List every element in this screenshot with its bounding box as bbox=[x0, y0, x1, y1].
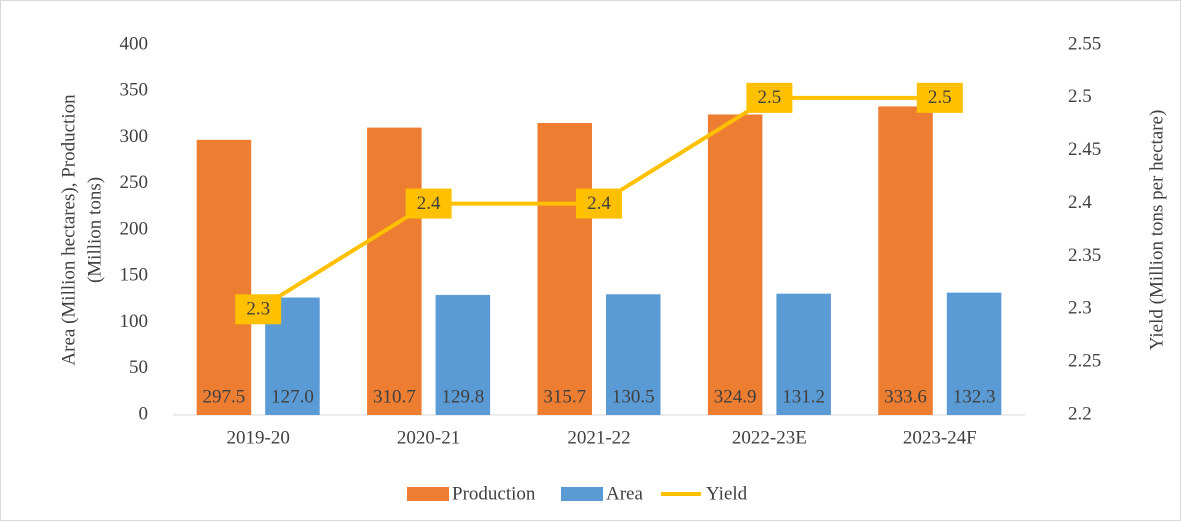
y-tick-label: 400 bbox=[120, 33, 149, 54]
y2-tick-label: 2.35 bbox=[1068, 245, 1101, 266]
bar bbox=[606, 294, 661, 415]
bar bbox=[946, 292, 1002, 415]
data-label-box bbox=[576, 188, 622, 219]
data-label: 315.7 bbox=[543, 386, 586, 407]
data-label: 2.3 bbox=[246, 299, 270, 320]
data-label: 2.5 bbox=[758, 87, 782, 108]
y-axis-title: (Million tons) bbox=[84, 177, 105, 283]
y2-axis-title: Yield (Million tons per hectare) bbox=[1146, 110, 1167, 351]
y-tick-label: 300 bbox=[120, 126, 149, 147]
data-label: 333.6 bbox=[884, 386, 927, 407]
y-tick-label: 150 bbox=[120, 265, 149, 286]
legend-label: Area bbox=[606, 483, 643, 504]
y2-tick-label: 2.55 bbox=[1068, 33, 1101, 54]
data-label: 2.5 bbox=[928, 87, 952, 108]
data-label: 132.3 bbox=[953, 386, 996, 407]
data-label: 2.4 bbox=[417, 193, 441, 214]
y-axis-title: Area (Million hectares), Production bbox=[58, 94, 79, 366]
bar bbox=[707, 114, 763, 415]
data-label: 130.5 bbox=[612, 386, 655, 407]
data-label-box bbox=[746, 82, 793, 113]
legend-label: Production bbox=[452, 483, 536, 504]
y2-tick-label: 2.4 bbox=[1068, 192, 1092, 213]
legend-label: Yield bbox=[706, 483, 748, 504]
x-tick-label: 2021-22 bbox=[567, 427, 630, 448]
bar bbox=[196, 139, 252, 415]
data-label: 310.7 bbox=[373, 386, 416, 407]
bar bbox=[537, 122, 592, 415]
bar bbox=[435, 294, 491, 415]
x-tick-label: 2022-23E bbox=[732, 427, 807, 448]
y2-tick-label: 2.2 bbox=[1068, 403, 1092, 424]
data-label-box bbox=[405, 188, 452, 219]
y-tick-label: 350 bbox=[120, 80, 149, 101]
data-label: 131.2 bbox=[782, 386, 825, 407]
y2-tick-label: 2.5 bbox=[1068, 86, 1092, 107]
x-tick-label: 2020-21 bbox=[397, 427, 460, 448]
data-label-box bbox=[916, 82, 963, 113]
y-tick-label: 100 bbox=[120, 311, 149, 332]
x-tick-label: 2023-24F bbox=[903, 427, 977, 448]
legend-swatch bbox=[407, 487, 449, 501]
data-label: 297.5 bbox=[203, 386, 246, 407]
data-label: 2.4 bbox=[587, 193, 611, 214]
bar bbox=[878, 106, 933, 416]
y-tick-label: 250 bbox=[120, 172, 149, 193]
y2-tick-label: 2.25 bbox=[1068, 351, 1101, 372]
legend-swatch bbox=[561, 487, 603, 501]
y-tick-label: 0 bbox=[139, 403, 149, 424]
data-label: 127.0 bbox=[271, 386, 314, 407]
y-tick-label: 50 bbox=[129, 357, 148, 378]
x-tick-label: 2019-20 bbox=[227, 427, 290, 448]
data-label: 324.9 bbox=[714, 386, 757, 407]
bar bbox=[367, 127, 422, 415]
data-label: 129.8 bbox=[441, 386, 484, 407]
data-label-box bbox=[235, 294, 282, 325]
y2-tick-label: 2.3 bbox=[1068, 298, 1092, 319]
bar bbox=[776, 293, 831, 415]
y2-tick-label: 2.45 bbox=[1068, 139, 1101, 160]
y-tick-label: 200 bbox=[120, 218, 149, 239]
